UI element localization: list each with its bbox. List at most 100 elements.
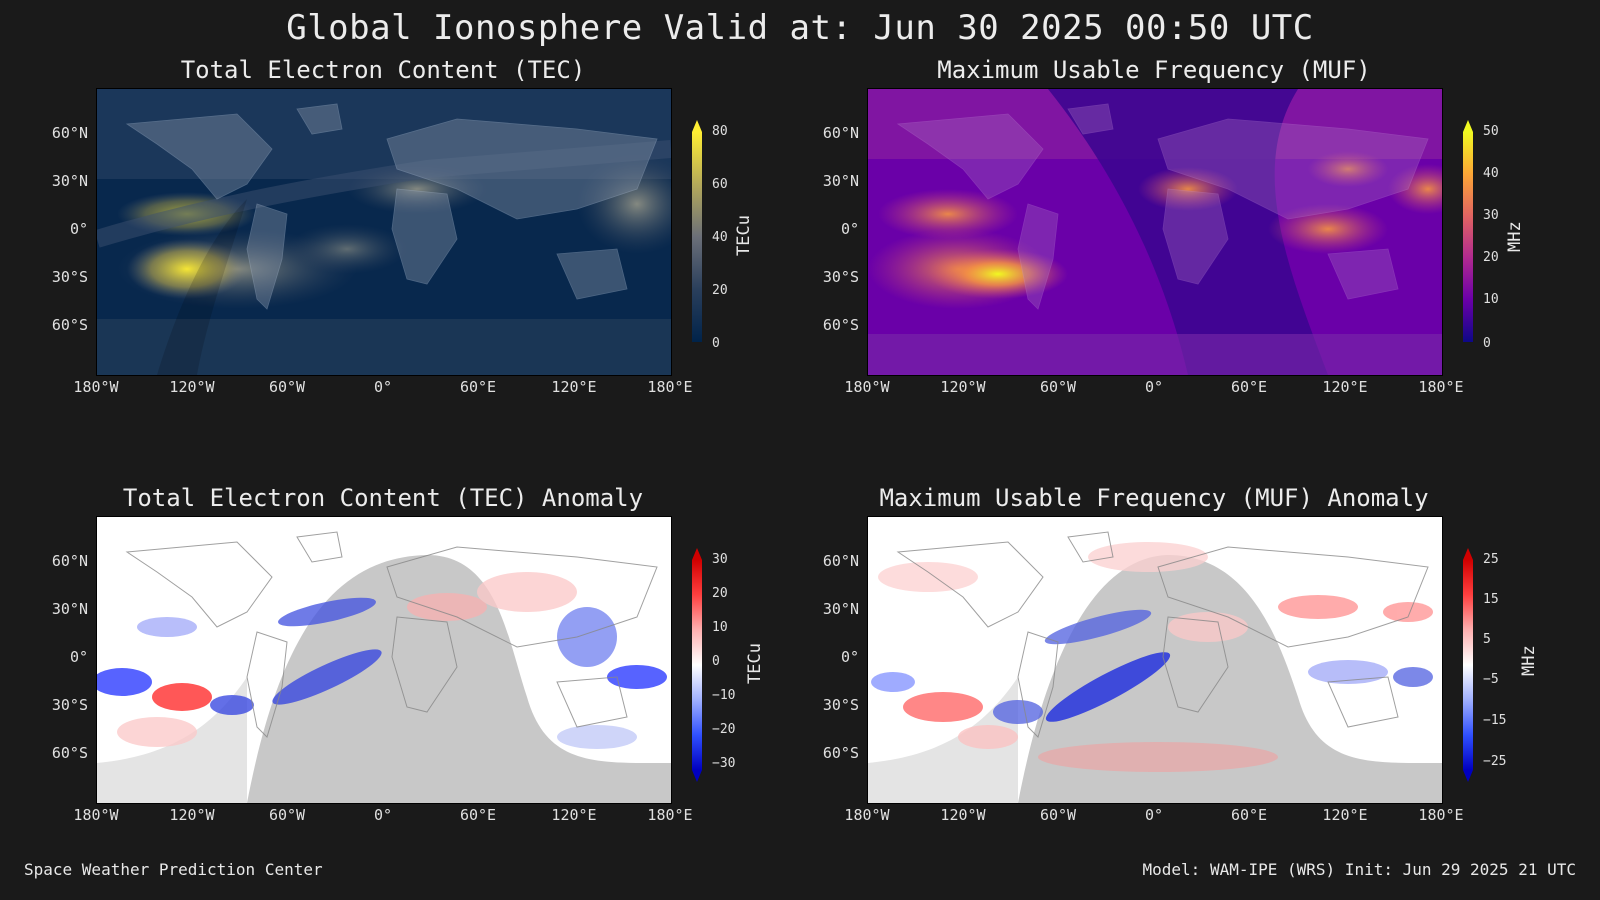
tec-anomaly-tick-neg10: −10 [712,688,736,703]
muf-anomaly-lon-60w: 60°W [1039,806,1077,824]
muf-anomaly-colorbar-gradient [1463,560,1473,770]
tec-lat-30s: 30°S [51,268,88,286]
tec-anomaly-colorbar-extend-top [692,548,702,560]
muf-anomaly-tick-25: 25 [1483,552,1499,567]
muf-lon-60w: 60°W [1039,378,1077,396]
footer-org: Space Weather Prediction Center [24,860,323,879]
muf-lat-60s: 60°S [822,316,859,334]
tec-anomaly-lon-180w: 180°W [73,806,119,824]
muf-lon-120e: 120°E [1322,378,1368,396]
tec-anomaly-lon-180e: 180°E [647,806,693,824]
muf-anomaly-lon-120w: 120°W [940,806,986,824]
muf-anomaly-tick-15: 15 [1483,592,1499,607]
tec-tick-60: 60 [712,177,728,192]
tec-anomaly-lat-60n: 60°N [51,552,88,570]
muf-anomaly-tick-neg25: −25 [1483,754,1507,769]
tec-colorbar [692,120,702,342]
tec-anomaly-lon-120w: 120°W [169,806,215,824]
tec-anomaly-colorbar-extend-bottom [692,770,702,782]
muf-anomaly-lon-0: 0° [1144,806,1164,824]
muf-tick-40: 40 [1483,166,1499,181]
muf-anomaly-tick-neg5: −5 [1483,672,1499,687]
muf-tick-20: 20 [1483,250,1499,265]
muf-lat-30s: 30°S [822,268,859,286]
muf-anomaly-title: Maximum Usable Frequency (MUF) Anomaly [879,484,1429,512]
muf-tick-10: 10 [1483,292,1499,307]
tec-lat-60s: 60°S [51,316,88,334]
tec-lat-60n: 60°N [51,124,88,142]
muf-anomaly-lon-180e: 180°E [1418,806,1464,824]
muf-anomaly-lon-60e: 60°E [1230,806,1268,824]
tec-map [96,88,672,376]
muf-unit: MHz [1505,221,1525,252]
muf-tick-30: 30 [1483,208,1499,223]
tec-tick-20: 20 [712,283,728,298]
tec-anomaly-tick-neg30: −30 [712,756,736,771]
tec-anomaly-lon-60w: 60°W [268,806,306,824]
muf-title: Maximum Usable Frequency (MUF) [937,56,1371,84]
tec-tick-0: 0 [712,336,720,351]
muf-anomaly-tick-5: 5 [1483,632,1491,647]
tec-lon-60w: 60°W [268,378,306,396]
tec-title: Total Electron Content (TEC) [180,56,586,84]
tec-anomaly-title: Total Electron Content (TEC) Anomaly [122,484,644,512]
tec-anomaly-tick-neg20: −20 [712,722,736,737]
tec-anomaly-tick-10: 10 [712,620,728,635]
tec-lat-0: 0° [69,220,88,238]
tec-anomaly-lon-120e: 120°E [551,806,597,824]
tec-lat-30n: 30°N [51,172,88,190]
main-title: Global Ionosphere Valid at: Jun 30 2025 … [286,8,1314,48]
muf-anomaly-colorbar-extend-top [1463,548,1473,560]
muf-anomaly-colorbar [1463,548,1473,782]
muf-colorbar-gradient [1463,132,1473,342]
muf-lon-0: 0° [1144,378,1164,396]
tec-anomaly-tick-30: 30 [712,552,728,567]
muf-colorbar-extend-top [1463,120,1473,132]
muf-anomaly-colorbar-extend-bottom [1463,770,1473,782]
muf-lon-120w: 120°W [940,378,986,396]
muf-lon-60e: 60°E [1230,378,1268,396]
tec-tick-80: 80 [712,124,728,139]
muf-anomaly-lat-30n: 30°N [822,600,859,618]
tec-lon-180w: 180°W [73,378,119,396]
tec-anomaly-lon-60e: 60°E [459,806,497,824]
tec-colorbar-extend-top [692,120,702,132]
tec-lon-120e: 120°E [551,378,597,396]
muf-anomaly-lon-180w: 180°W [844,806,890,824]
tec-unit: TECu [734,215,754,256]
tec-anomaly-colorbar [692,548,702,782]
muf-lon-180e: 180°E [1418,378,1464,396]
footer-model-info: Model: WAM-IPE (WRS) Init: Jun 29 2025 2… [1142,860,1576,879]
tec-anomaly-lat-30s: 30°S [51,696,88,714]
muf-lat-0: 0° [840,220,859,238]
tec-tick-40: 40 [712,230,728,245]
tec-lon-180e: 180°E [647,378,693,396]
muf-anomaly-lat-0: 0° [840,648,859,666]
muf-anomaly-lat-60s: 60°S [822,744,859,762]
tec-lon-60e: 60°E [459,378,497,396]
muf-anomaly-unit: MHz [1519,645,1539,676]
muf-anomaly-tick-neg15: −15 [1483,713,1507,728]
tec-anomaly-lon-0: 0° [373,806,393,824]
muf-tick-0: 0 [1483,336,1491,351]
muf-colorbar [1463,120,1473,342]
tec-anomaly-map [96,516,672,804]
muf-lat-30n: 30°N [822,172,859,190]
tec-anomaly-tick-20: 20 [712,586,728,601]
tec-anomaly-lat-60s: 60°S [51,744,88,762]
tec-anomaly-lat-30n: 30°N [51,600,88,618]
tec-colorbar-gradient [692,132,702,342]
tec-lon-0: 0° [373,378,393,396]
muf-map [867,88,1443,376]
muf-anomaly-lon-120e: 120°E [1322,806,1368,824]
tec-anomaly-tick-0: 0 [712,654,720,669]
tec-anomaly-colorbar-gradient [692,560,702,770]
muf-lat-60n: 60°N [822,124,859,142]
muf-tick-50: 50 [1483,124,1499,139]
muf-anomaly-map [867,516,1443,804]
tec-anomaly-unit: TECu [745,643,765,684]
muf-lon-180w: 180°W [844,378,890,396]
tec-lon-120w: 120°W [169,378,215,396]
muf-anomaly-lat-30s: 30°S [822,696,859,714]
muf-anomaly-lat-60n: 60°N [822,552,859,570]
